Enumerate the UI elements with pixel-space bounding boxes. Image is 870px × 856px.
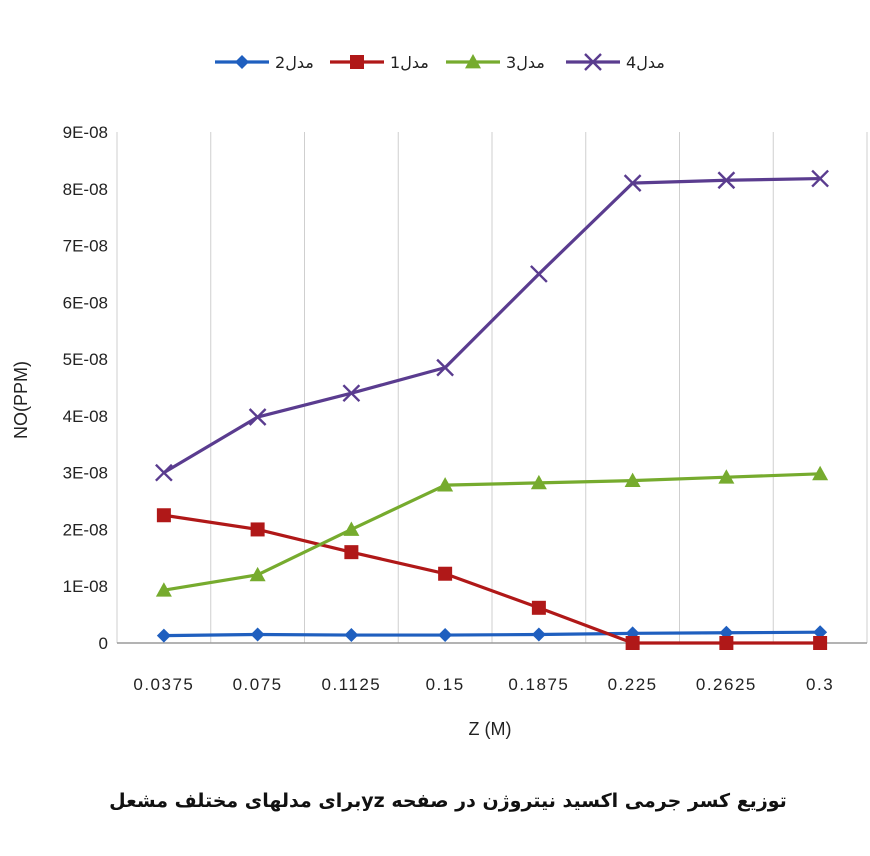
data-point bbox=[812, 465, 829, 481]
data-point bbox=[625, 636, 640, 650]
x-tick-label: 0.3 bbox=[806, 675, 834, 694]
series-2 bbox=[156, 508, 828, 650]
data-point bbox=[250, 522, 265, 537]
data-point bbox=[156, 628, 171, 643]
grid bbox=[116, 132, 868, 643]
data-point bbox=[719, 636, 734, 650]
legend-label: مدل4 bbox=[626, 53, 665, 72]
legend-entry: مدل3 bbox=[446, 53, 545, 72]
y-tick-label: 2E-08 bbox=[63, 520, 108, 539]
x-tick-label: 0.15 bbox=[426, 675, 465, 694]
legend-label: مدل3 bbox=[506, 53, 545, 72]
data-point bbox=[155, 582, 172, 597]
data-point bbox=[437, 477, 454, 492]
legend-label: مدل2 bbox=[275, 53, 314, 72]
data-point bbox=[344, 628, 359, 643]
legend: مدل2 مدل1 مدل3 مدل4 bbox=[215, 53, 665, 72]
data-point bbox=[344, 545, 359, 560]
x-tick-label: 0.2625 bbox=[696, 675, 757, 694]
data-point bbox=[250, 627, 265, 642]
legend-marker bbox=[584, 53, 602, 71]
y-tick-label: 4E-08 bbox=[63, 407, 108, 426]
y-tick-label: 9E-08 bbox=[63, 123, 108, 142]
data-point bbox=[343, 521, 360, 536]
data-point bbox=[530, 474, 547, 490]
legend-marker bbox=[465, 54, 481, 69]
series-line bbox=[163, 176, 821, 475]
data-point bbox=[438, 628, 453, 643]
data-point bbox=[531, 600, 546, 615]
data-point bbox=[156, 508, 171, 523]
data-point bbox=[623, 174, 642, 192]
data-point bbox=[531, 627, 546, 642]
legend-entry: مدل2 bbox=[215, 53, 314, 72]
data-point bbox=[530, 265, 548, 283]
series bbox=[155, 169, 829, 650]
y-tick-label: 8E-08 bbox=[63, 180, 108, 199]
y-tick-label: 6E-08 bbox=[63, 293, 108, 312]
series-4 bbox=[155, 169, 829, 482]
legend-label: مدل1 bbox=[390, 53, 429, 72]
data-point bbox=[718, 469, 735, 484]
series-1 bbox=[156, 625, 828, 643]
series-line bbox=[163, 630, 821, 638]
data-point bbox=[155, 463, 173, 482]
data-point bbox=[438, 566, 453, 581]
x-axis-title: Z (M) bbox=[469, 719, 512, 739]
data-point bbox=[624, 472, 641, 488]
data-point bbox=[249, 566, 266, 582]
data-point bbox=[717, 171, 736, 190]
y-axis-title: NO(PPM) bbox=[11, 361, 31, 439]
legend-marker bbox=[350, 55, 364, 69]
series-line bbox=[163, 472, 821, 592]
data-point bbox=[813, 625, 828, 640]
legend-entry: مدل1 bbox=[330, 53, 429, 72]
x-tick-label: 0.1125 bbox=[322, 675, 382, 694]
y-tick-label: 5E-08 bbox=[63, 350, 108, 369]
y-tick-label: 7E-08 bbox=[63, 237, 108, 256]
series-3 bbox=[155, 465, 829, 597]
x-tick-label: 0.075 bbox=[233, 675, 283, 694]
y-tick-label: 0 bbox=[99, 634, 108, 653]
series-line bbox=[163, 513, 821, 645]
y-tick-label: 3E-08 bbox=[63, 464, 108, 483]
legend-entry: مدل4 bbox=[566, 53, 665, 72]
axes: 0 1E-08 2E-08 3E-08 4E-08 5E-08 6E-08 7E-08 8E-0… bbox=[63, 123, 867, 694]
y-tick-label: 1E-08 bbox=[63, 577, 108, 596]
chart-caption: توزیع کسر جرمی اکسید نیتروژن در صفحه yzب… bbox=[109, 790, 787, 812]
legend-marker bbox=[235, 55, 249, 69]
x-tick-label: 0.0375 bbox=[133, 675, 194, 694]
data-point bbox=[248, 408, 267, 426]
data-point bbox=[811, 169, 829, 188]
data-point bbox=[342, 384, 361, 403]
data-point bbox=[436, 358, 454, 377]
x-tick-label: 0.225 bbox=[608, 675, 658, 694]
x-tick-label: 0.1875 bbox=[508, 675, 569, 694]
data-point bbox=[813, 636, 828, 650]
